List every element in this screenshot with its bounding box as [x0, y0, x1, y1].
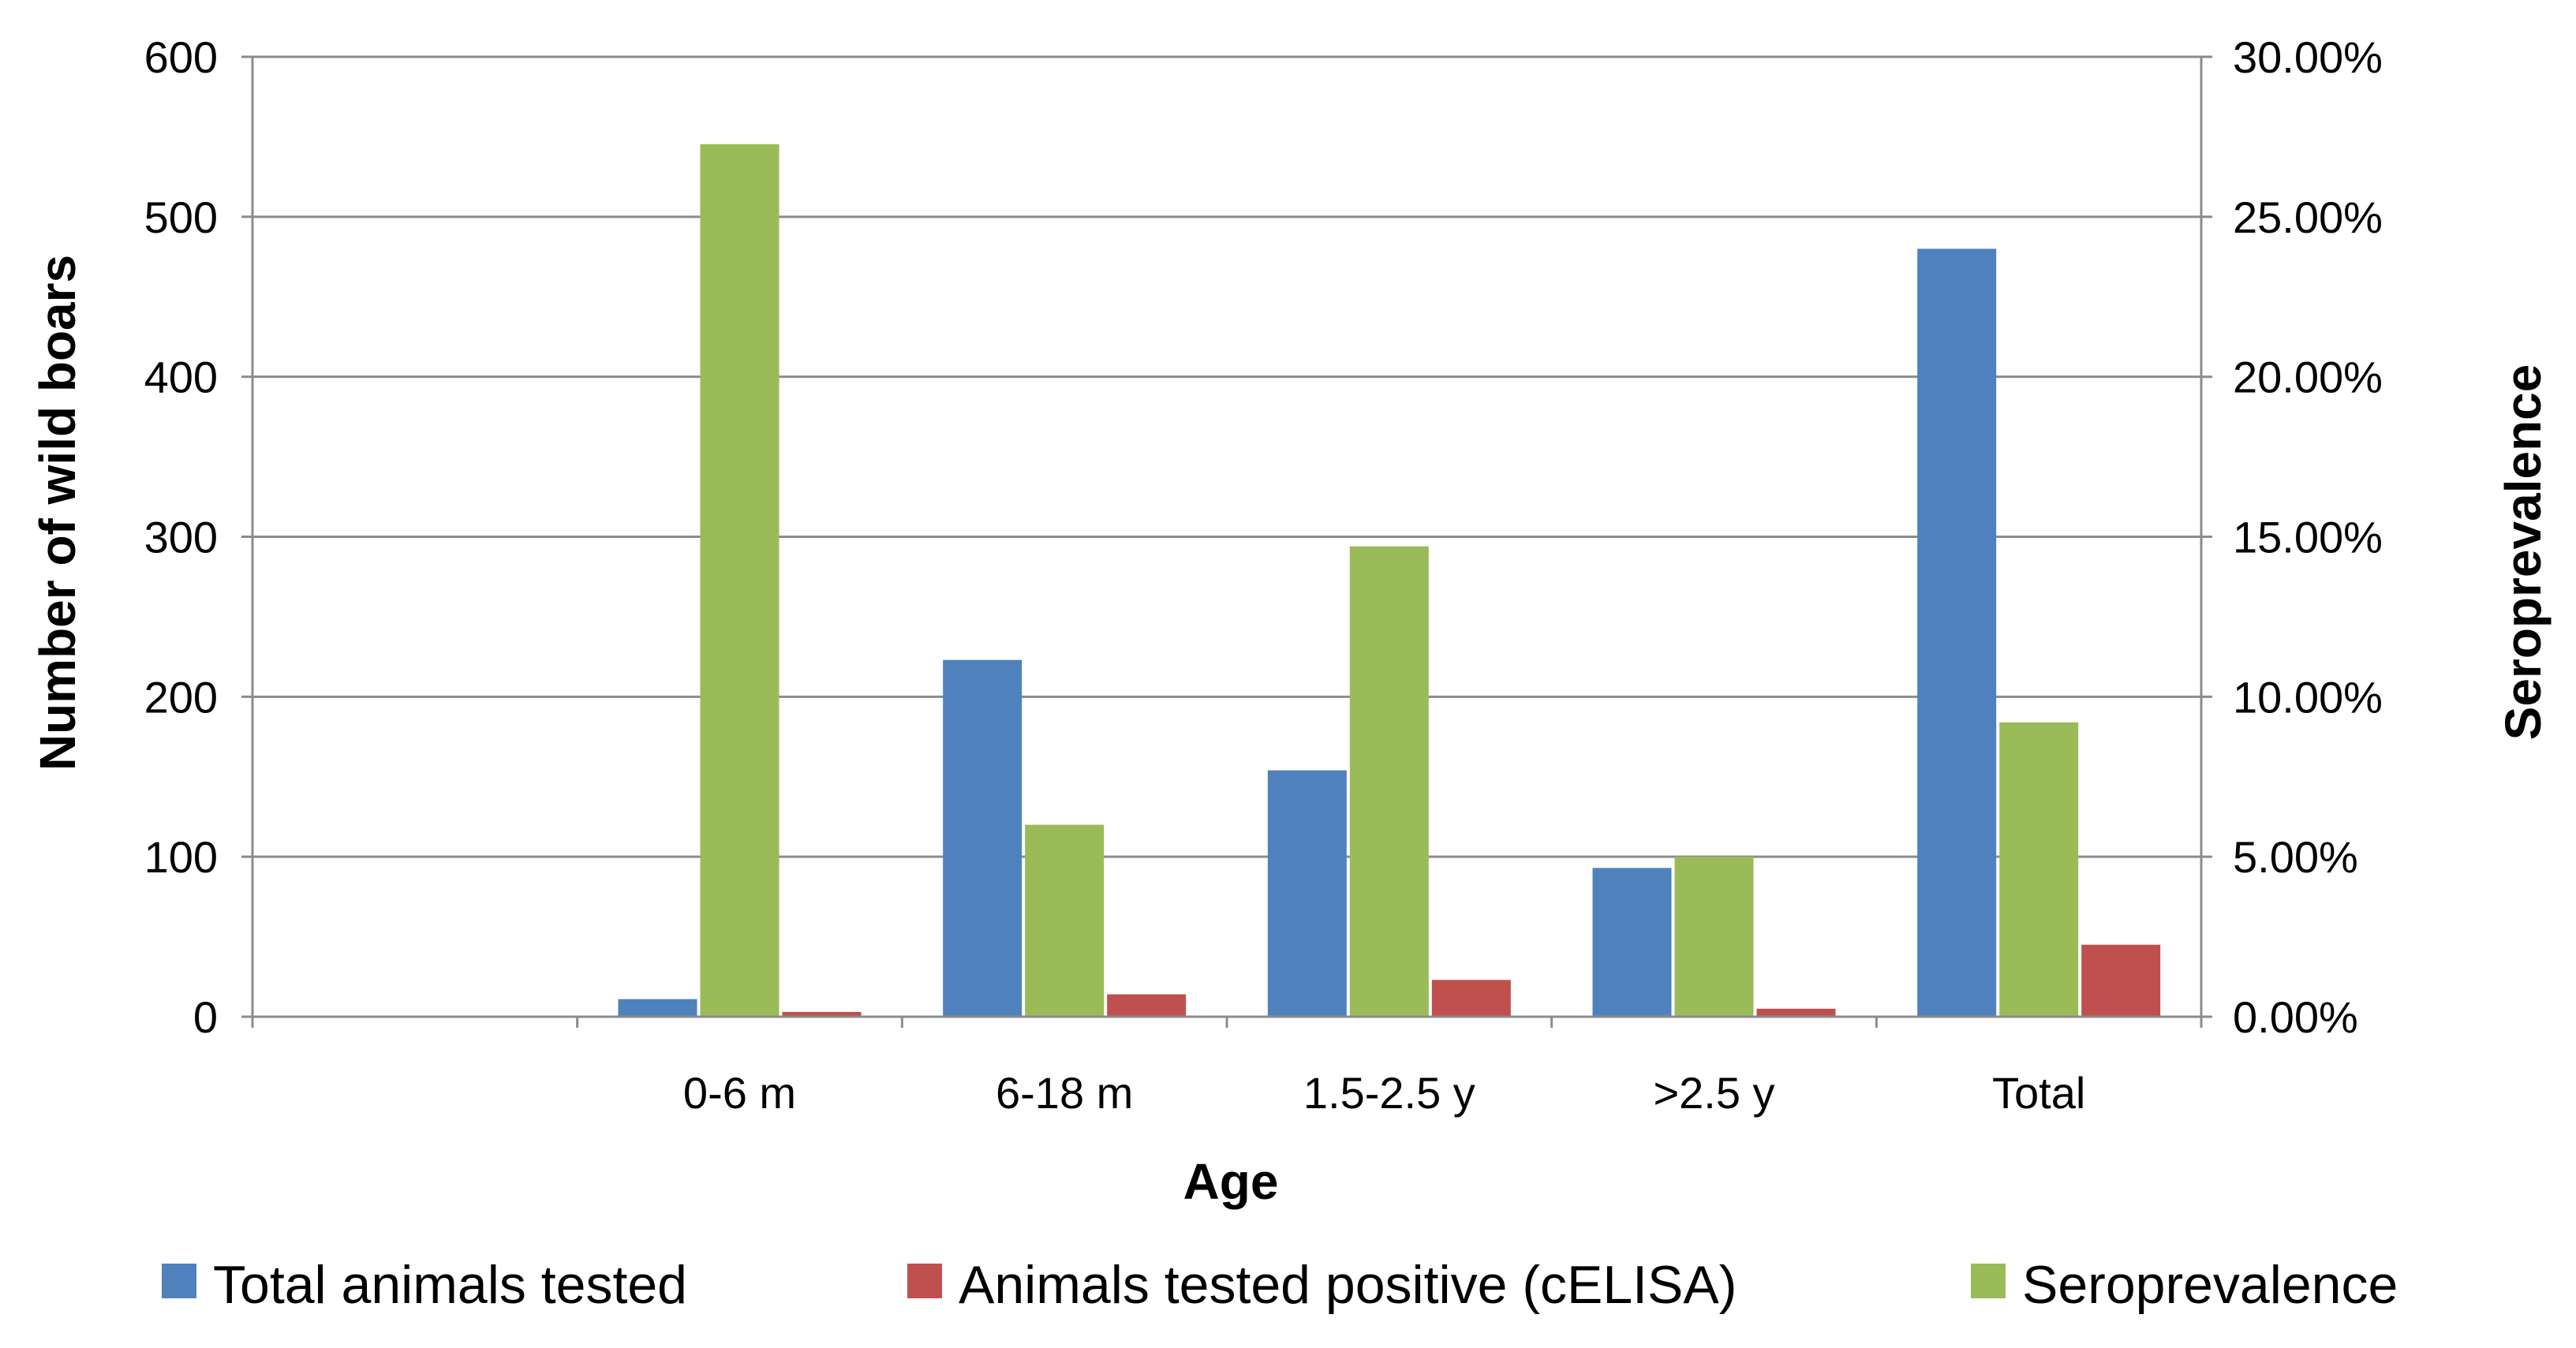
right-axis-ticks: 0.00% 5.00% 10.00% 15.00% 20.00% 25.00% 30.00% — [2201, 32, 2383, 1042]
left-tick-label: 100 — [144, 832, 218, 882]
x-tick-label: Total — [1992, 1068, 2085, 1118]
right-tick-label: 10.00% — [2233, 672, 2383, 722]
y-axis-title: Number of wild boars — [29, 255, 86, 771]
x-tick-label: 6-18 m — [996, 1068, 1133, 1118]
left-tick-label: 600 — [144, 32, 218, 82]
left-tick-label: 300 — [144, 513, 218, 562]
left-axis-ticks: 0 100 200 300 400 500 600 — [144, 32, 252, 1042]
bar-animals-tested-positive-celisa-1 — [782, 1011, 862, 1017]
bar-total-animals-tested-1 — [618, 999, 697, 1017]
bars — [618, 144, 2161, 1018]
gridlines — [252, 55, 2201, 858]
left-tick-label: 500 — [144, 192, 218, 242]
bar-total-animals-tested-2 — [943, 659, 1023, 1017]
x-tick-label: >2.5 y — [1653, 1068, 1774, 1118]
x-axis-title: Age — [1183, 1153, 1279, 1210]
left-tick-label: 0 — [193, 992, 218, 1042]
legend-label-tested-positive: Animals tested positive (cELISA) — [959, 1255, 1737, 1315]
x-axis-ticks: 0-6 m 6-18 m 1.5-2.5 y >2.5 y Total — [251, 1017, 2203, 1118]
bar-animals-tested-positive-celisa-2 — [1107, 994, 1187, 1017]
bar-total-animals-tested-3 — [1267, 770, 1347, 1017]
right-tick-label: 5.00% — [2233, 832, 2358, 882]
bar-seroprevalence-5 — [1999, 722, 2079, 1017]
left-tick-label: 400 — [144, 353, 218, 402]
legend-swatch-seroprevalence — [1971, 1264, 2006, 1298]
bar-seroprevalence-1 — [700, 144, 780, 1018]
bar-animals-tested-positive-celisa-3 — [1431, 980, 1511, 1017]
x-tick-label: 0-6 m — [683, 1068, 796, 1118]
bar-total-animals-tested-4 — [1592, 868, 1672, 1017]
legend-swatch-tested-positive — [907, 1264, 942, 1298]
legend-swatch-total-tested — [162, 1264, 196, 1298]
right-tick-label: 0.00% — [2233, 992, 2358, 1042]
x-tick-label: 1.5-2.5 y — [1303, 1068, 1475, 1118]
legend-label-seroprevalence: Seroprevalence — [2022, 1255, 2398, 1315]
y2-axis-title: Seroprevalence — [2495, 364, 2552, 741]
bar-total-animals-tested-5 — [1917, 248, 1997, 1017]
right-tick-label: 20.00% — [2233, 353, 2383, 402]
bar-seroprevalence-4 — [1674, 857, 1754, 1017]
right-tick-label: 15.00% — [2233, 513, 2383, 562]
right-tick-label: 25.00% — [2233, 192, 2383, 242]
left-tick-label: 200 — [144, 672, 218, 722]
right-tick-label: 30.00% — [2233, 32, 2383, 82]
legend: Total animals tested Animals tested posi… — [162, 1255, 2398, 1315]
bar-seroprevalence-2 — [1025, 824, 1105, 1017]
legend-label-total-tested: Total animals tested — [213, 1255, 687, 1315]
bar-animals-tested-positive-celisa-5 — [2081, 944, 2161, 1017]
bar-seroprevalence-3 — [1349, 546, 1429, 1017]
bar-animals-tested-positive-celisa-4 — [1756, 1008, 1836, 1017]
